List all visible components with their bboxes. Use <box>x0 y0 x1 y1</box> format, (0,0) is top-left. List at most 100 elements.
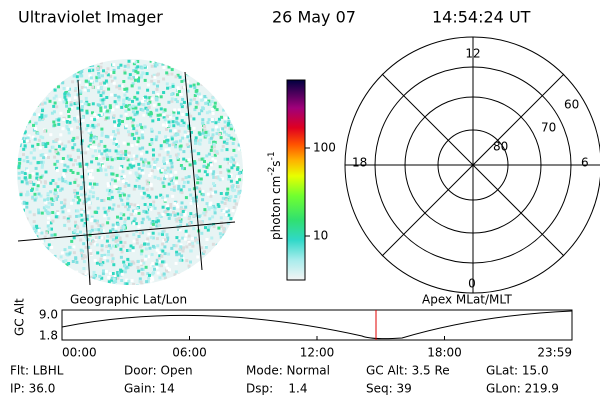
pixel <box>234 195 238 198</box>
pixel <box>89 79 93 83</box>
pixel <box>97 123 100 127</box>
pixel <box>174 270 178 274</box>
pixel <box>124 205 127 209</box>
pixel <box>238 114 242 118</box>
pixel <box>241 114 243 118</box>
pixel <box>107 275 111 279</box>
pixel <box>33 231 37 234</box>
pixel <box>229 195 233 199</box>
pixel <box>151 220 155 223</box>
pixel <box>150 141 154 145</box>
pixel <box>220 273 224 276</box>
pixel <box>135 206 139 210</box>
mlat-label: 60 <box>564 98 579 112</box>
pixel <box>60 284 64 285</box>
pixel <box>17 164 21 168</box>
pixel <box>149 226 153 230</box>
pixel <box>53 162 57 166</box>
pixel <box>26 241 30 244</box>
pixel <box>80 193 83 197</box>
pixel <box>119 212 123 216</box>
pixel <box>79 238 83 242</box>
pixel <box>99 168 103 172</box>
pixel <box>134 157 138 160</box>
pixel <box>88 206 92 210</box>
pixel <box>20 217 24 221</box>
pixel <box>74 178 78 182</box>
pixel <box>162 159 166 163</box>
pixel <box>207 133 211 137</box>
pixel <box>221 94 225 98</box>
pixel <box>204 275 208 279</box>
pixel <box>220 86 224 90</box>
pixel <box>77 70 81 74</box>
pixel <box>165 160 169 164</box>
pixel <box>225 275 229 279</box>
pixel <box>231 209 235 213</box>
pixel <box>173 108 177 112</box>
pixel <box>66 154 70 158</box>
pixel <box>238 78 242 82</box>
pixel <box>232 271 236 275</box>
pixel <box>94 137 98 141</box>
pixel <box>194 68 198 72</box>
pixel <box>110 158 114 162</box>
pixel <box>217 226 221 230</box>
pixel <box>89 138 93 142</box>
pixel <box>18 123 22 127</box>
pixel <box>77 214 81 218</box>
pixel <box>36 259 40 263</box>
pixel <box>219 81 223 85</box>
pixel <box>201 121 205 125</box>
pixel <box>22 98 26 102</box>
pixel <box>67 219 70 223</box>
pixel <box>40 280 44 284</box>
pixel <box>103 210 107 214</box>
pixel <box>222 230 226 234</box>
pixel <box>37 181 41 185</box>
pixel <box>139 261 143 265</box>
pixel <box>201 106 205 110</box>
pixel <box>236 192 240 196</box>
pixel <box>187 158 191 162</box>
pixel <box>28 210 32 214</box>
pixel <box>218 165 222 169</box>
pixel <box>130 213 134 216</box>
pixel <box>40 211 44 215</box>
pixel <box>150 253 154 257</box>
pixel <box>187 234 191 238</box>
pixel <box>174 281 178 285</box>
pixel <box>72 136 76 140</box>
pixel <box>199 181 203 185</box>
pixel <box>147 232 151 236</box>
pixel <box>216 175 220 179</box>
pixel <box>239 90 243 94</box>
pixel <box>17 176 21 180</box>
pixel <box>112 63 116 67</box>
pixel <box>196 241 200 245</box>
timeline-xtick: 18:00 <box>427 346 462 360</box>
pixel <box>185 143 189 147</box>
pixel <box>25 181 29 185</box>
pixel <box>110 253 114 257</box>
pixel <box>220 88 223 92</box>
pixel <box>158 153 162 157</box>
pixel <box>97 142 101 146</box>
pixel <box>85 127 89 131</box>
pixel <box>136 204 140 208</box>
pixel <box>73 229 77 232</box>
pixel <box>239 144 243 148</box>
colorbar-tick-label: 10 <box>313 229 328 243</box>
pixel <box>116 276 120 280</box>
pixel <box>190 65 194 69</box>
pixel <box>146 164 150 168</box>
pixel <box>186 105 189 109</box>
pixel <box>101 102 105 105</box>
pixel <box>152 200 156 204</box>
pixel <box>183 85 187 89</box>
pixel <box>222 209 226 213</box>
pixel <box>23 172 27 175</box>
pixel <box>114 238 117 242</box>
pixel <box>155 157 159 161</box>
pixel <box>20 180 24 184</box>
